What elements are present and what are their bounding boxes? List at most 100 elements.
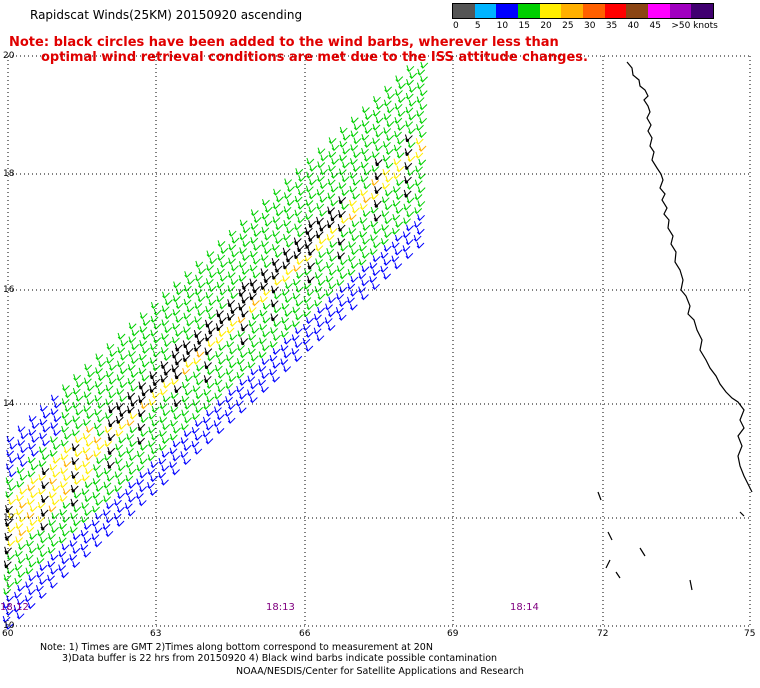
wind-barb: [294, 195, 303, 203]
wind-barb: [74, 436, 83, 444]
wind-barb: [60, 467, 69, 475]
wind-barb: [31, 436, 40, 444]
wind-barb: [380, 238, 389, 246]
wind-barb: [174, 357, 183, 366]
wind-barb: [250, 250, 258, 258]
wind-barb: [250, 382, 259, 390]
wind-barb: [142, 346, 150, 354]
wind-barb: [262, 330, 271, 338]
wind-barb: [317, 306, 325, 314]
legend-swatch: [474, 4, 497, 18]
wind-barb: [197, 281, 206, 289]
wind-barb: [293, 237, 302, 246]
wind-barb: [336, 293, 345, 301]
wind-barb: [285, 268, 294, 276]
wind-barb: [331, 144, 340, 152]
flag-circle: [42, 471, 46, 476]
flag-circle: [241, 341, 245, 346]
wind-barb: [235, 399, 244, 407]
wind-barb: [238, 302, 246, 311]
wind-barb: [72, 547, 81, 555]
wind-barb: [285, 240, 294, 248]
flag-circle: [150, 389, 154, 393]
wind-barb: [216, 427, 225, 435]
flag-circle: [308, 266, 312, 270]
wind-barb: [239, 392, 247, 400]
wind-barb: [348, 227, 357, 235]
wind-barb: [94, 395, 103, 403]
wind-barb: [95, 471, 104, 479]
lon-label: 72: [597, 629, 609, 639]
wind-barb: [328, 137, 337, 145]
footnote-line-2: 3)Data buffer is 22 hrs from 20150920 4)…: [62, 653, 498, 664]
flag-circle: [328, 211, 332, 215]
wind-barb: [81, 502, 90, 510]
wind-barb: [260, 254, 269, 262]
wind-barb: [116, 519, 125, 527]
wind-barb: [226, 313, 235, 321]
wind-barb: [51, 526, 59, 534]
wind-barb: [386, 120, 395, 128]
wind-barb: [319, 195, 328, 204]
wind-barb: [26, 539, 34, 547]
wind-barb: [42, 425, 51, 433]
wind-barb: [374, 186, 382, 194]
flag-circle: [72, 461, 76, 465]
wind-barb: [17, 453, 25, 461]
wind-barb: [296, 258, 305, 266]
wind-barb: [218, 330, 227, 338]
island-outline: [597, 491, 602, 501]
legend-tick: >50 knots: [671, 21, 718, 31]
wind-barb: [14, 577, 23, 585]
wind-barb: [295, 168, 304, 176]
wind-barb: [280, 344, 289, 352]
wind-barb: [415, 151, 424, 159]
wind-barb: [249, 264, 258, 272]
wind-barb: [139, 457, 148, 465]
wind-barb: [216, 309, 224, 318]
wind-barb: [308, 206, 317, 214]
wind-barb: [283, 233, 291, 241]
wind-barb: [183, 298, 192, 306]
wind-barb: [419, 117, 428, 125]
wind-barb: [159, 416, 168, 424]
wind-barb: [249, 292, 257, 301]
wind-barb: [71, 443, 80, 452]
wind-barb: [313, 313, 322, 321]
wind-barb: [116, 402, 124, 410]
flag-circle: [230, 310, 235, 314]
wind-barb: [298, 175, 307, 183]
wind-barb: [129, 426, 138, 434]
wind-barb: [50, 436, 58, 444]
wind-barb: [196, 364, 204, 372]
wind-barb: [140, 430, 149, 438]
wind-barb: [275, 195, 284, 203]
wind-barb: [75, 408, 84, 416]
wind-barb: [339, 272, 348, 280]
wind-barb: [285, 254, 294, 263]
wind-barb: [5, 505, 13, 513]
wind-barb: [316, 320, 325, 328]
wind-barb: [106, 474, 115, 482]
wind-barb: [358, 272, 367, 280]
wind-barb: [326, 234, 335, 242]
wind-barb: [308, 220, 316, 228]
wind-barb: [175, 302, 184, 310]
wind-barb: [359, 203, 368, 211]
lat-label: 14: [3, 399, 15, 409]
wind-barb: [382, 168, 391, 176]
wind-barb: [216, 295, 225, 303]
wind-barb: [117, 464, 126, 472]
wind-barb: [161, 478, 169, 486]
wind-barb: [204, 361, 212, 370]
wind-barb: [115, 429, 124, 437]
wind-barb: [283, 206, 292, 214]
flag-circle: [272, 276, 276, 280]
wind-barb: [406, 65, 415, 73]
wind-barb: [341, 189, 350, 197]
wind-barb: [239, 378, 248, 386]
wind-barb: [224, 409, 233, 418]
wind-barb: [170, 392, 179, 400]
wind-barb: [291, 348, 300, 356]
wind-barb: [349, 303, 358, 311]
